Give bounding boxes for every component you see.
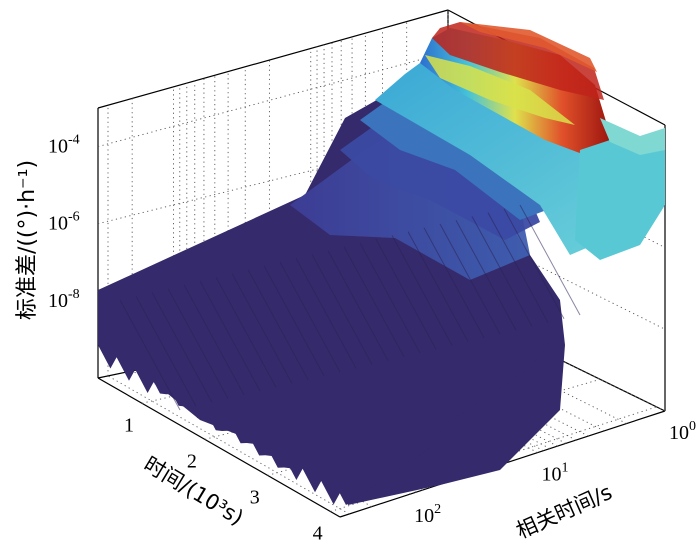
corr-tick-label: 101 [542, 461, 569, 486]
surface-texture-streak [327, 250, 389, 361]
surface-texture-streak [199, 280, 261, 392]
surface-texture-streak [295, 257, 357, 369]
surface-texture-streak [407, 231, 469, 342]
surface-texture-streak [423, 227, 485, 339]
surface-texture-streak [135, 295, 197, 407]
grid-line [97, 51, 449, 148]
surface-texture-streak [231, 273, 293, 384]
corr-tick-label: 100 [669, 419, 696, 444]
z-tick-label: 10-6 [48, 210, 80, 235]
surface-noise-edge [98, 300, 560, 505]
surface-texture-streak [391, 235, 453, 346]
surface-texture-streak [343, 246, 405, 358]
time-tick-label: 2 [187, 450, 197, 472]
surface-texture-streak [519, 204, 581, 316]
surface-texture-streak [279, 261, 341, 373]
surface-texture-streak [471, 216, 533, 327]
surface-texture-streak [311, 254, 373, 365]
surface-step-band [290, 120, 530, 280]
surface-texture-streak [151, 292, 213, 403]
z-axis-label: 标准差/((°)·h⁻¹) [15, 160, 40, 320]
surface-texture-streak [119, 299, 181, 411]
surface-plot [98, 22, 665, 505]
time-tick-label: 4 [313, 523, 323, 545]
corr-tick-label: 102 [414, 502, 441, 527]
surface-peak-band [425, 55, 575, 125]
grid-line [97, 135, 449, 225]
z-tick-label: 10-8 [48, 287, 80, 312]
surface-texture-streak [263, 265, 325, 377]
time-tick-label: 3 [250, 486, 260, 508]
tick-labels: 10-4 10-6 10-8 1 2 3 4 100 101 102 [48, 133, 696, 545]
surface-texture-streak [503, 208, 565, 320]
surface-peak-band [432, 22, 604, 100]
y-axis-label: 相关时间/s [513, 480, 616, 543]
surface-right-sheet [575, 140, 665, 260]
surface-right-sheet [600, 118, 665, 155]
grid-line [107, 375, 350, 515]
z-tick-label: 10-4 [48, 133, 80, 158]
axis-box-edge [97, 377, 341, 518]
surface-texture-streak [247, 269, 309, 380]
time-tick-label: 1 [124, 414, 134, 436]
surface-texture-streak [359, 242, 421, 354]
surface-texture-streak [167, 288, 229, 399]
surface-texture-streak [215, 276, 277, 388]
surface-texture-streak [455, 219, 517, 331]
surface-peak-band [460, 22, 597, 72]
surface-texture-streak [183, 284, 245, 396]
axis-box-edge [97, 9, 449, 109]
surface-texture-streak [439, 223, 501, 335]
surface-texture-streak [375, 238, 437, 350]
surface-texture-streak [487, 212, 549, 323]
